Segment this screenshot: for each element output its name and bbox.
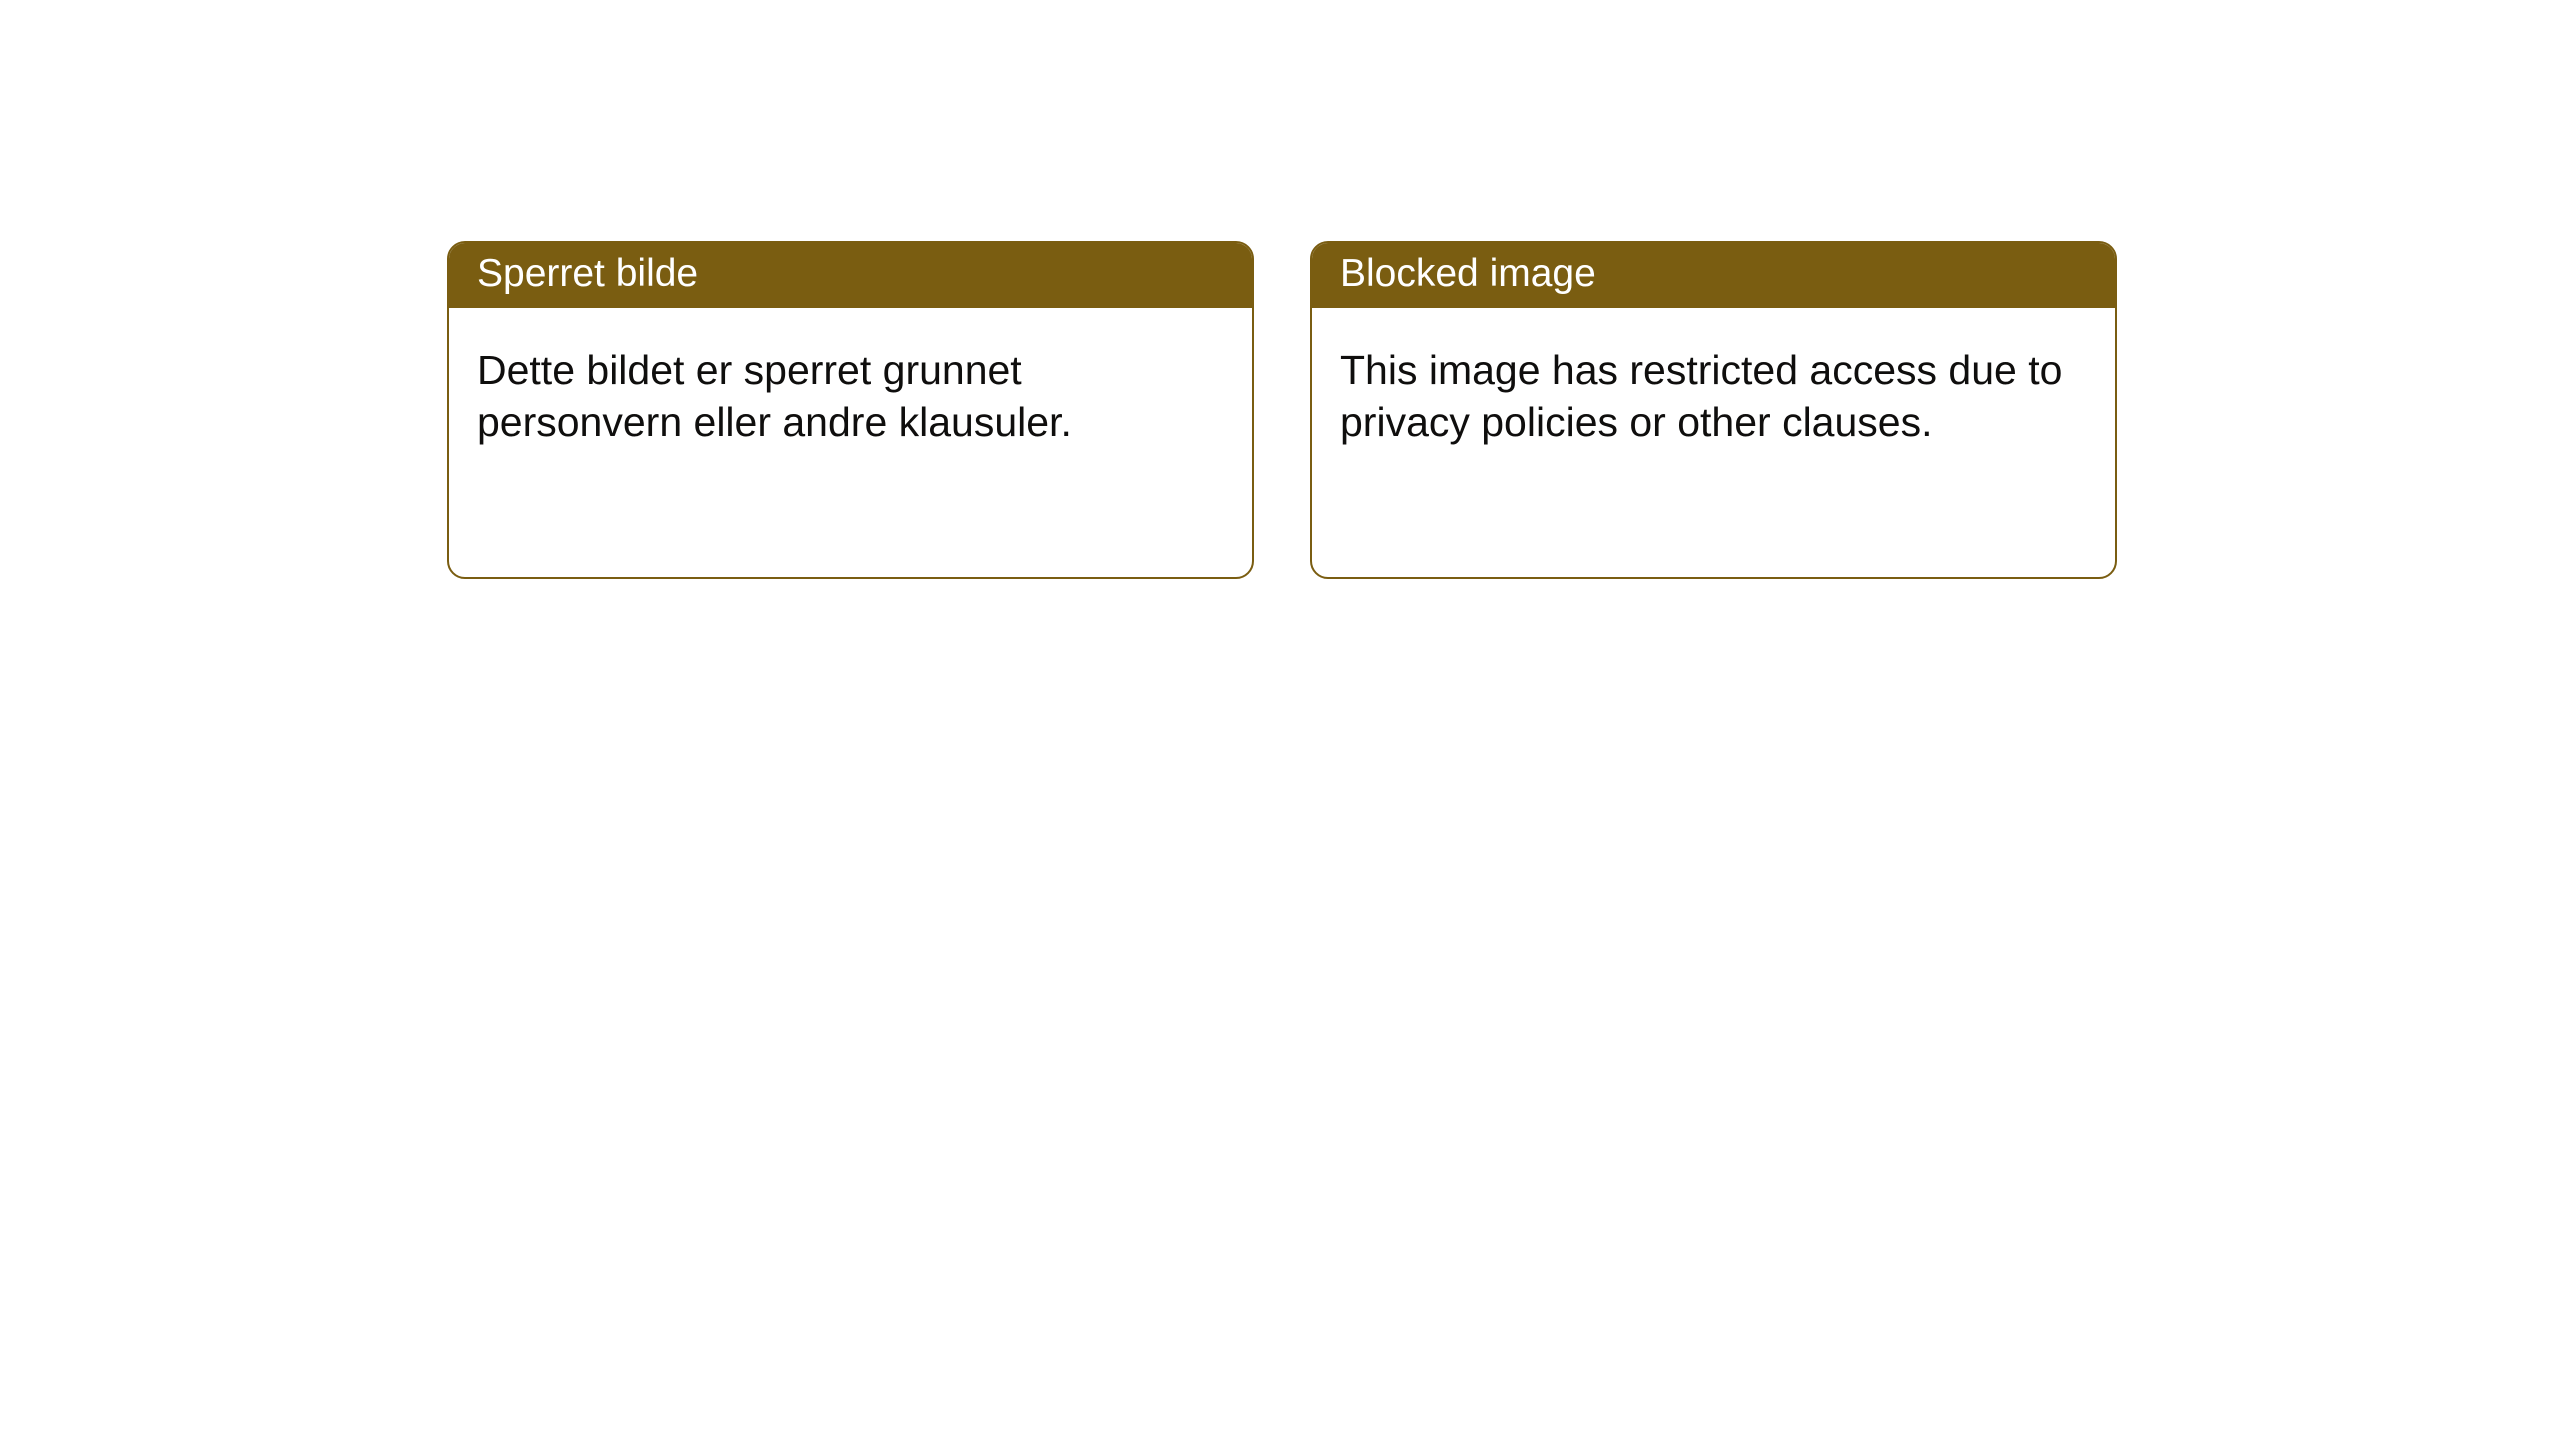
notice-card-body: This image has restricted access due to …: [1312, 308, 2115, 485]
notice-container: Sperret bilde Dette bildet er sperret gr…: [447, 241, 2117, 579]
notice-card-title: Sperret bilde: [449, 243, 1252, 308]
notice-card-norwegian: Sperret bilde Dette bildet er sperret gr…: [447, 241, 1254, 579]
notice-card-english: Blocked image This image has restricted …: [1310, 241, 2117, 579]
notice-card-title: Blocked image: [1312, 243, 2115, 308]
notice-card-body: Dette bildet er sperret grunnet personve…: [449, 308, 1252, 485]
